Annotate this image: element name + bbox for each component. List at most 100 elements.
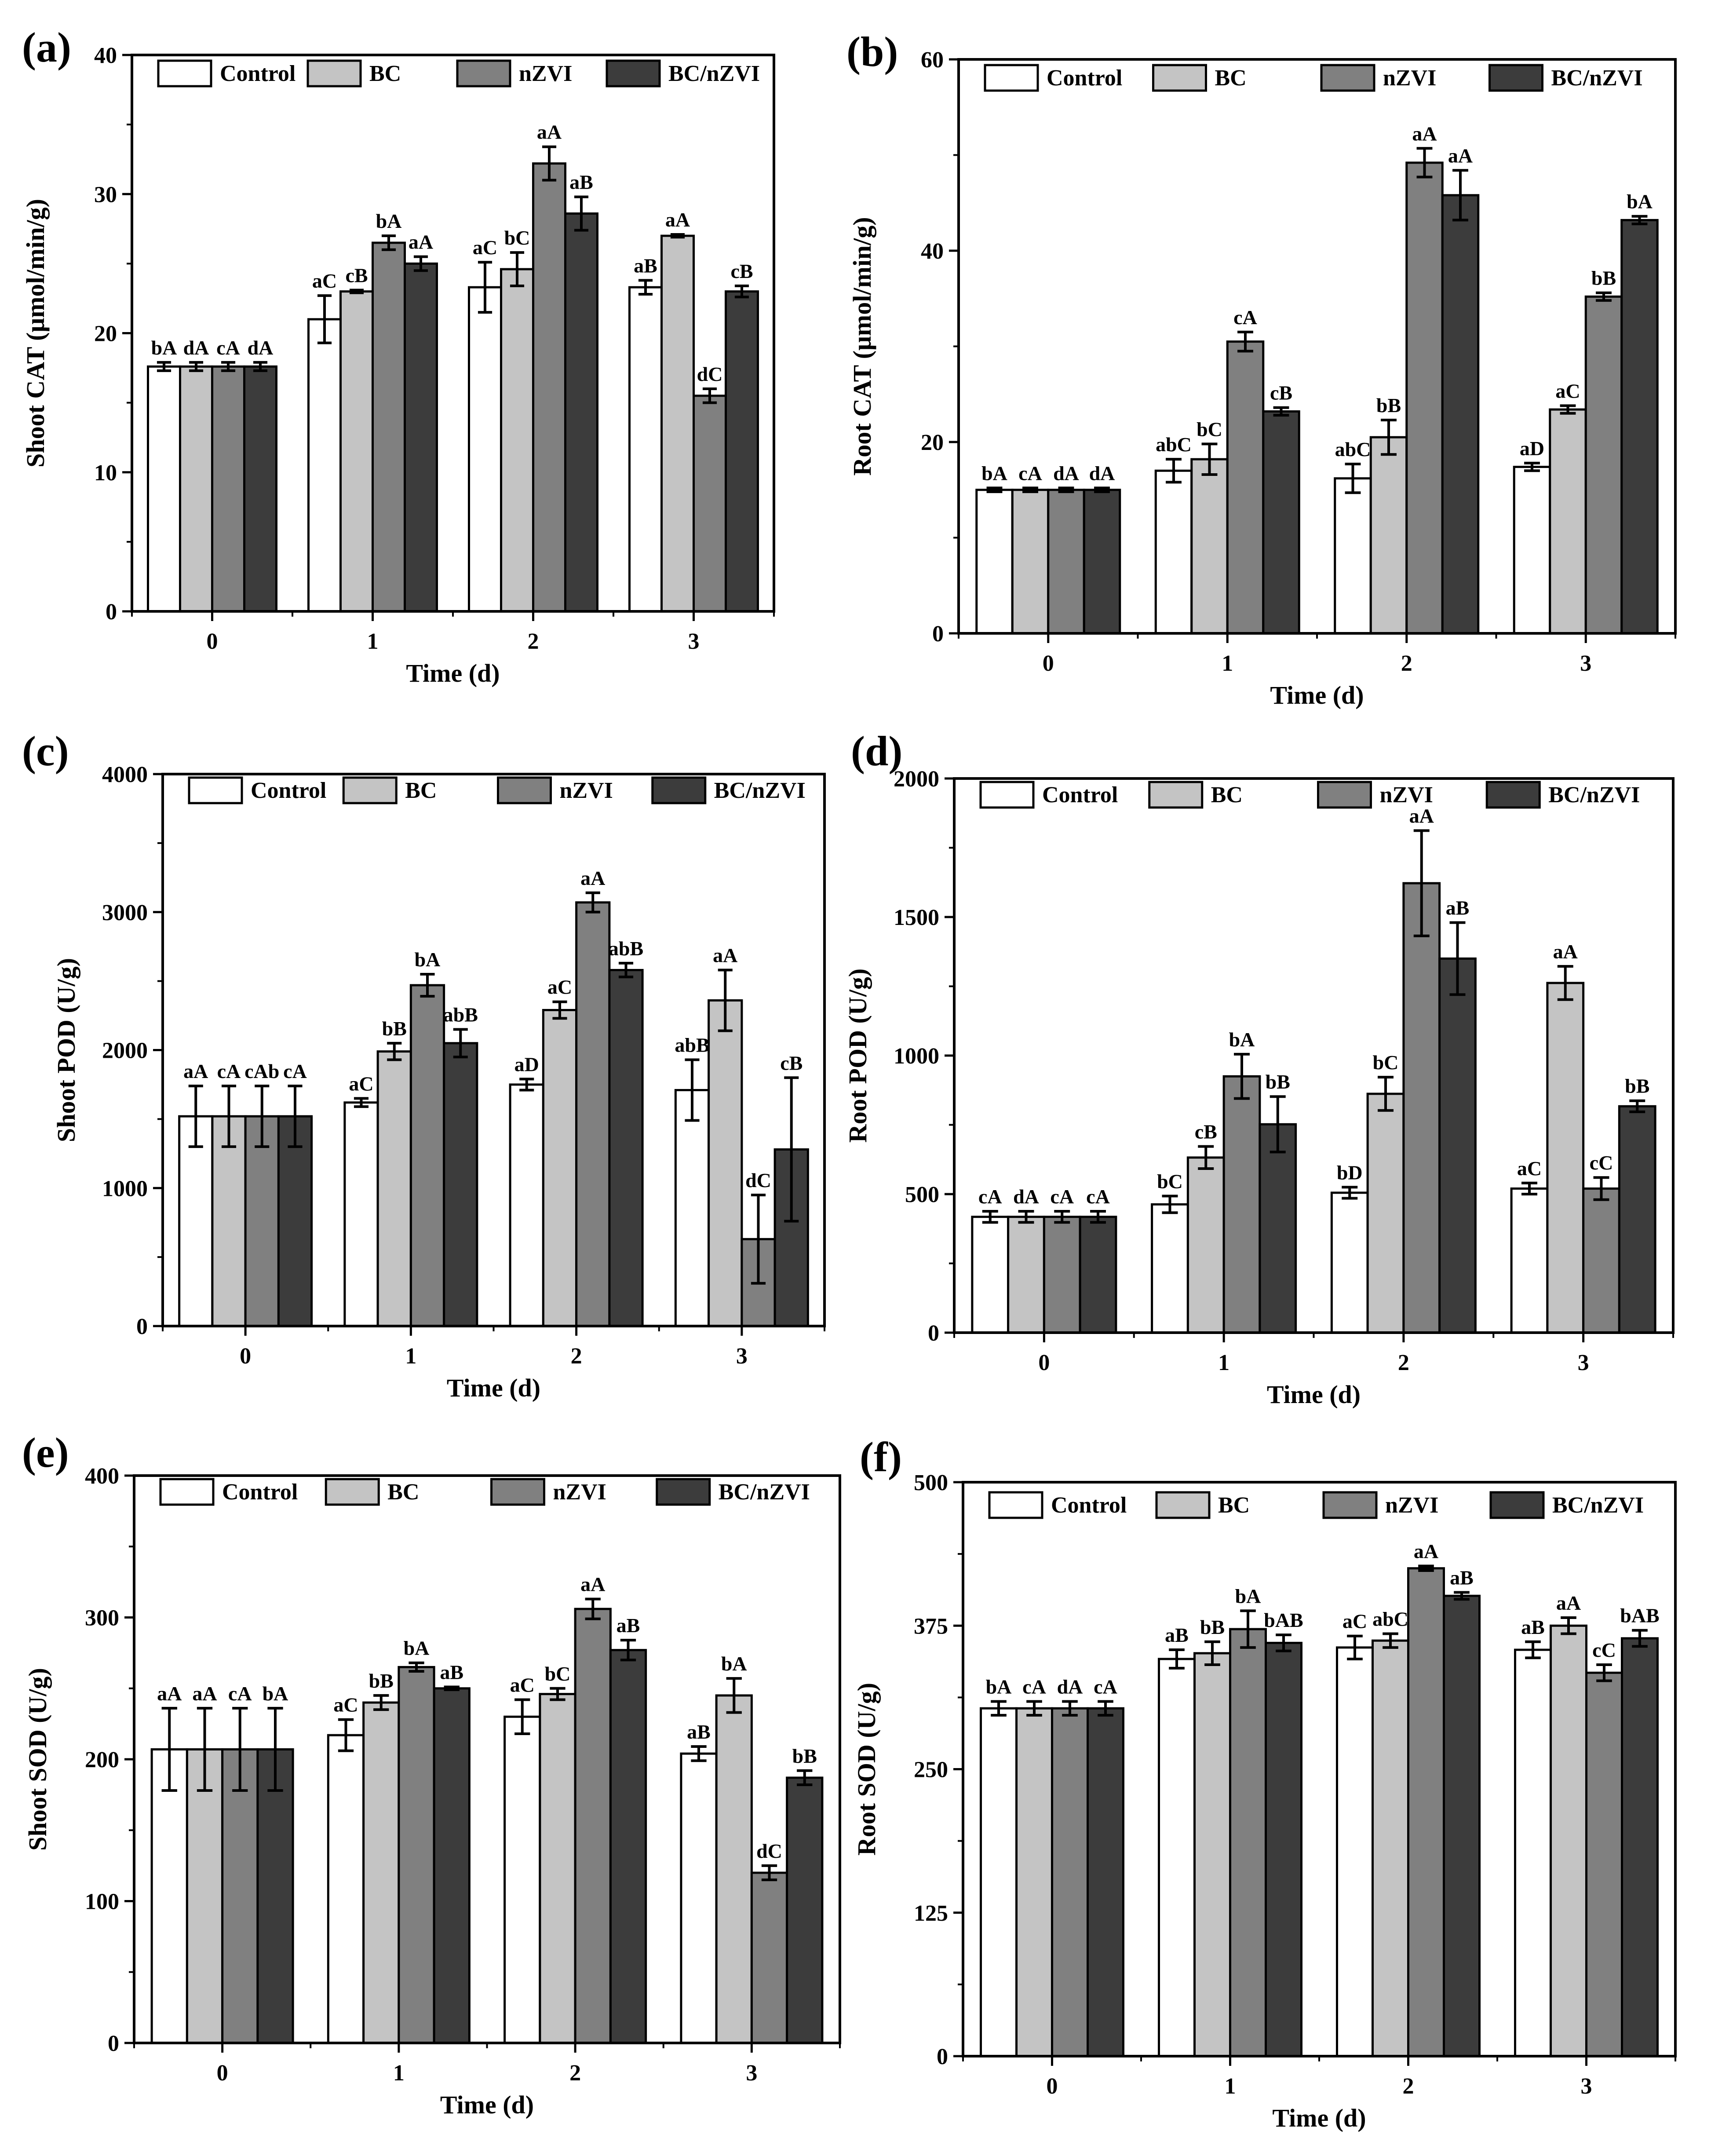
significance-label: bB — [1376, 394, 1401, 417]
significance-label: cA — [216, 336, 240, 359]
x-tick-label: 0 — [240, 1344, 251, 1369]
chart-panel-d: (d) cA bC bD aC dA cB bC aA cA bA aA cC cA bB aB bB 0 500 1… — [843, 727, 1675, 1409]
significance-label: bA — [981, 462, 1007, 484]
significance-label: aA — [713, 944, 737, 967]
y-axis-title: Root POD (U/g) — [843, 968, 872, 1143]
significance-label: bB — [792, 1745, 817, 1767]
bar-bc-t1 — [339, 290, 374, 613]
significance-label: dA — [1057, 1676, 1083, 1698]
significance-label: aB — [440, 1661, 463, 1684]
legend-swatch-bc — [1148, 781, 1204, 809]
bar-nzvi-t1 — [372, 241, 406, 613]
significance-label: cA — [228, 1682, 252, 1705]
bar-bc-t3 — [708, 999, 743, 1327]
significance-label: aB — [569, 171, 593, 194]
legend: Control BC nZVI BC/nZVI — [188, 776, 806, 804]
bar-bc-nzvi-t0 — [256, 1748, 294, 2044]
bar-nzvi-t1 — [398, 1666, 435, 2044]
significance-label: bB — [382, 1017, 407, 1040]
significance-label: bC — [545, 1663, 571, 1685]
legend-swatch-control — [157, 59, 212, 88]
bar-nzvi-t0 — [1043, 1216, 1081, 1334]
bar-bc-nzvi-t1 — [1262, 410, 1300, 635]
panel-label: (b) — [846, 28, 898, 75]
bar-control-t3 — [674, 1089, 710, 1327]
significance-label: aB — [1521, 1616, 1545, 1638]
legend-label: nZVI — [553, 1480, 606, 1505]
chart-panel-a: (a)bAaCaCaBdAcBbCaAcAbAaAdCdAaAaBcB01020… — [21, 24, 775, 687]
y-tick-label: 20 — [921, 430, 944, 455]
legend-swatch-nzvi — [456, 59, 511, 88]
legend-label: BC — [1211, 782, 1243, 808]
significance-label: cA — [978, 1185, 1002, 1208]
y-axis-title: Shoot CAT (μmol/min/g) — [21, 199, 50, 468]
bar-control-t2 — [468, 286, 502, 613]
chart-panel-c: (c) aA aC aD abB cA bB aC aA cAb bA aA dC cA abB abB cB 0… — [22, 727, 826, 1402]
legend-swatch-control — [159, 1478, 215, 1506]
y-tick-label: 100 — [85, 1889, 119, 1915]
bar-control-t1 — [1158, 1658, 1196, 2057]
bar-nzvi-t3 — [1585, 1671, 1623, 2057]
x-tick-label: 0 — [1043, 651, 1054, 676]
legend-label: BC — [405, 778, 437, 803]
y-tick-label: 30 — [94, 182, 117, 207]
bar-bc-t1 — [362, 1701, 400, 2044]
bar-bc-nzvi-t0 — [1087, 1707, 1124, 2057]
significance-label: bC — [504, 227, 530, 249]
legend-label: Control — [1051, 1493, 1127, 1518]
x-tick-label: 3 — [688, 629, 700, 654]
significance-label: bA — [721, 1652, 747, 1675]
legend-swatch-bc — [342, 776, 398, 804]
y-axis-title: Shoot POD (U/g) — [52, 958, 80, 1142]
bar-bc-t0 — [179, 365, 213, 613]
bar-bc-t1 — [1186, 1156, 1225, 1334]
bar-control-t3 — [1513, 466, 1551, 635]
significance-label: cB — [730, 260, 753, 282]
significance-label: aA — [409, 231, 433, 253]
bar-bc-t0 — [1015, 1707, 1053, 2057]
legend-label: BC — [1215, 66, 1247, 91]
x-tick-label: 0 — [1047, 2074, 1058, 2099]
significance-label: aC — [333, 1694, 358, 1716]
bar-nzvi-t3 — [1584, 295, 1623, 635]
bar-bc-t2 — [500, 268, 534, 613]
x-tick-label: 3 — [736, 1344, 748, 1369]
significance-label: cB — [1270, 382, 1292, 404]
legend-label: Control — [1042, 782, 1118, 808]
legend-swatch-bc-nzvi — [606, 59, 661, 88]
bar-control-t1 — [1151, 1203, 1189, 1334]
legend-swatch-control — [984, 64, 1039, 92]
significance-label: cA — [1050, 1185, 1074, 1208]
significance-label: aA — [580, 867, 605, 889]
legend-label: nZVI — [1380, 782, 1433, 808]
legend: Control BC nZVI BC/nZVI — [159, 1478, 810, 1506]
legend-label: BC/nZVI — [1552, 1493, 1644, 1518]
significance-label: aB — [617, 1614, 640, 1637]
legend-label: BC — [387, 1480, 419, 1505]
legend: Control BC nZVI BC/nZVI — [979, 781, 1640, 809]
x-tick-label: 2 — [1401, 651, 1412, 676]
bar-nzvi-t0 — [221, 1748, 259, 2044]
significance-label: abC — [1335, 438, 1371, 460]
significance-label: aD — [514, 1053, 539, 1075]
significance-label: aC — [349, 1072, 373, 1095]
legend-swatch-bc — [1152, 64, 1207, 92]
significance-label: dC — [745, 1169, 771, 1191]
y-tick-label: 125 — [914, 1901, 948, 1926]
bar-nzvi-t0 — [211, 365, 245, 613]
bar-bc-nzvi-t0 — [1083, 489, 1121, 635]
y-tick-label: 500 — [905, 1182, 939, 1207]
significance-label: bB — [369, 1670, 394, 1692]
bar-bc-nzvi-t2 — [1438, 957, 1477, 1334]
x-tick-label: 1 — [1225, 2074, 1236, 2099]
legend-swatch-nzvi — [1317, 781, 1372, 809]
significance-label: aA — [537, 121, 562, 143]
bar-bc-nzvi-t1 — [1265, 1641, 1302, 2057]
y-tick-label: 0 — [136, 1314, 148, 1339]
bar-bc-nzvi-t1 — [433, 1687, 471, 2044]
x-tick-label: 2 — [1403, 2074, 1414, 2099]
significance-label: aC — [473, 236, 497, 259]
significance-label: aC — [547, 976, 572, 998]
legend-label: Control — [251, 778, 326, 803]
bar-bc-nzvi-t2 — [564, 212, 598, 613]
